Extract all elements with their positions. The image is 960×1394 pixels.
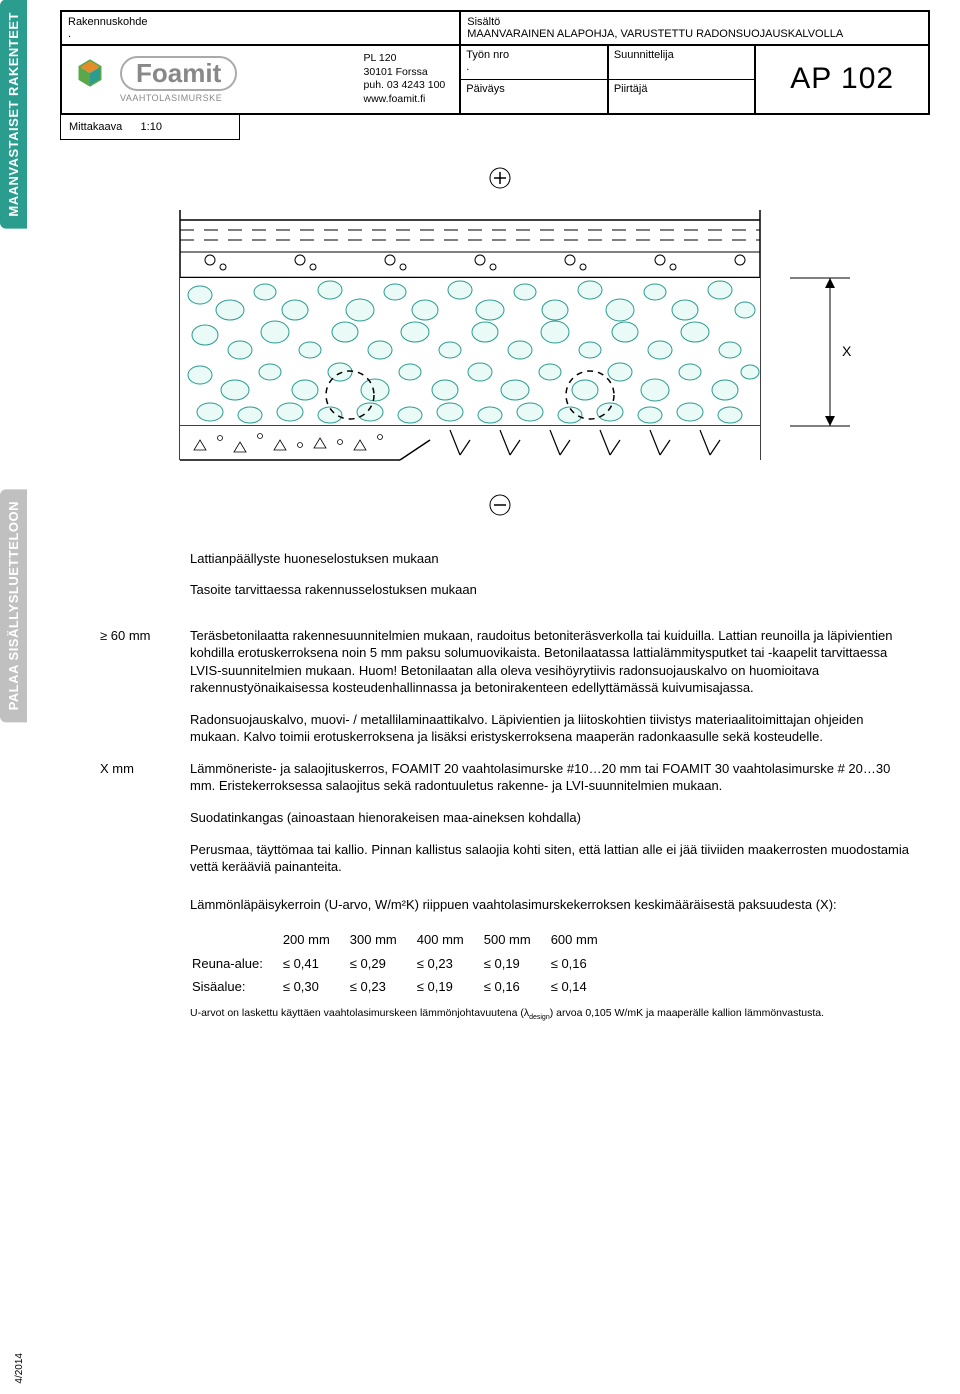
- unote-sub: design: [529, 1014, 550, 1021]
- logo-text: Foamit VAAHTOLASIMURSKE: [120, 56, 237, 103]
- title-block: Rakennuskohde . Sisältö MAANVARAINEN ALA…: [60, 10, 930, 115]
- ur0-0: Reuna-alue:: [192, 953, 281, 975]
- ur1-4: ≤ 0,16: [484, 976, 549, 998]
- layer-x-label: X mm: [100, 760, 170, 795]
- scale-row: Mittakaava 1:10: [60, 115, 240, 140]
- subsoil-text: Perusmaa, täyttömaa tai kallio. Pinnan k…: [190, 841, 910, 876]
- uh-0: [192, 929, 281, 951]
- mid-col-2: Suunnittelija Piirtäjä: [608, 45, 756, 114]
- uvalue-table: 200 mm 300 mm 400 mm 500 mm 600 mm Reuna…: [190, 927, 618, 1000]
- ur1-3: ≤ 0,19: [417, 976, 482, 998]
- ur0-2: ≤ 0,29: [350, 953, 415, 975]
- uh-1: 200 mm: [283, 929, 348, 951]
- layer-x-text: Lämmöneriste- ja salaojituskerros, FOAMI…: [190, 760, 910, 795]
- intro-1: Lattianpäällyste huoneselostuksen mukaan: [190, 550, 910, 568]
- intro-2: Tasoite tarvittaessa rakennusselostuksen…: [190, 581, 910, 599]
- dimension-x-label: X: [842, 343, 852, 359]
- layer-60-text: Teräsbetonilaatta rakennesuunnitelmien m…: [190, 627, 910, 697]
- sisalto-label: Sisältö: [467, 16, 922, 28]
- scale-value: 1:10: [141, 121, 162, 133]
- address-block: PL 120 30101 Forssa puh. 03 4243 100 www…: [364, 52, 454, 107]
- mid-col-1: Työn nro . Päiväys: [460, 45, 608, 114]
- drawing-code: AP 102: [790, 62, 894, 96]
- tab-rakenteet[interactable]: MAANVASTAISET RAKENTEET: [0, 0, 27, 229]
- filter-text: Suodatinkangas (ainoastaan hienorakeisen…: [190, 809, 910, 827]
- unote-pre: U-arvot on laskettu käyttäen vaahtolasim…: [190, 1007, 529, 1019]
- sisalto-value: MAANVARAINEN ALAPOHJA, VARUSTETTU RADONS…: [467, 28, 922, 40]
- logo-cell: Foamit VAAHTOLASIMURSKE PL 120 30101 For…: [61, 45, 460, 114]
- uh-5: 600 mm: [551, 929, 616, 951]
- logo-main: Foamit: [120, 56, 237, 91]
- ur1-5: ≤ 0,14: [551, 976, 616, 998]
- piirtaja-label: Piirtäjä: [614, 83, 750, 95]
- footer-date: 4/2014: [14, 1353, 25, 1384]
- unote-post: ) arvoa 0,105 W/mK ja maaperälle kallion…: [550, 1007, 824, 1019]
- ur1-1: ≤ 0,30: [283, 976, 348, 998]
- page-content: Rakennuskohde . Sisältö MAANVARAINEN ALA…: [50, 0, 960, 1056]
- ur0-1: ≤ 0,41: [283, 953, 348, 975]
- side-tabs: MAANVASTAISET RAKENTEET PALAA SISÄLLYSLU…: [0, 0, 27, 726]
- uvalue-intro: Lämmönläpäisykerroin (U-arvo, W/m²K) rii…: [190, 896, 910, 914]
- drawing-code-cell: AP 102: [755, 45, 929, 114]
- paivays-cell: Päiväys: [461, 80, 607, 113]
- uh-2: 300 mm: [350, 929, 415, 951]
- rakennuskohde-label: Rakennuskohde: [68, 16, 453, 28]
- uvalue-row-sisa: Sisäalue: ≤ 0,30 ≤ 0,23 ≤ 0,19 ≤ 0,16 ≤ …: [192, 976, 616, 998]
- radon-text: Radonsuojauskalvo, muovi- / metallilamin…: [190, 711, 910, 746]
- foamit-logo-icon: [68, 57, 112, 101]
- sisalto-cell: Sisältö MAANVARAINEN ALAPOHJA, VARUSTETT…: [460, 11, 929, 45]
- suunnittelija-cell: Suunnittelija: [609, 46, 755, 80]
- suunnittelija-label: Suunnittelija: [614, 49, 750, 61]
- ur1-0: Sisäalue:: [192, 976, 281, 998]
- addr-line-3: www.foamit.fi: [364, 93, 446, 107]
- uvalue-note: U-arvot on laskettu käyttäen vaahtolasim…: [190, 1006, 910, 1023]
- addr-line-1: 30101 Forssa: [364, 66, 446, 80]
- rakennuskohde-value: .: [68, 28, 453, 40]
- tab-sisallys[interactable]: PALAA SISÄLLYSLUETTELOON: [0, 489, 27, 722]
- drawing-area: X: [60, 140, 930, 540]
- ur0-3: ≤ 0,23: [417, 953, 482, 975]
- rakennuskohde-cell: Rakennuskohde .: [61, 11, 460, 45]
- logo-sub: VAAHTOLASIMURSKE: [120, 93, 237, 103]
- piirtaja-cell: Piirtäjä: [609, 80, 755, 113]
- tyon-nro-label: Työn nro: [466, 49, 602, 61]
- uh-3: 400 mm: [417, 929, 482, 951]
- layer-60-label: ≥ 60 mm: [100, 627, 170, 697]
- uh-4: 500 mm: [484, 929, 549, 951]
- uvalue-row-reuna: Reuna-alue: ≤ 0,41 ≤ 0,29 ≤ 0,23 ≤ 0,19 …: [192, 953, 616, 975]
- ur1-2: ≤ 0,23: [350, 976, 415, 998]
- uvalue-header-row: 200 mm 300 mm 400 mm 500 mm 600 mm: [192, 929, 616, 951]
- tyon-nro-cell: Työn nro .: [461, 46, 607, 80]
- cross-section-diagram: X: [90, 160, 910, 530]
- ur0-4: ≤ 0,19: [484, 953, 549, 975]
- addr-line-2: puh. 03 4243 100: [364, 79, 446, 93]
- ur0-5: ≤ 0,16: [551, 953, 616, 975]
- tyon-nro-value: .: [466, 61, 602, 73]
- text-body: Lattianpäällyste huoneselostuksen mukaan…: [60, 540, 930, 1047]
- addr-line-0: PL 120: [364, 52, 446, 66]
- scale-label: Mittakaava: [69, 121, 122, 133]
- paivays-label: Päiväys: [466, 83, 602, 95]
